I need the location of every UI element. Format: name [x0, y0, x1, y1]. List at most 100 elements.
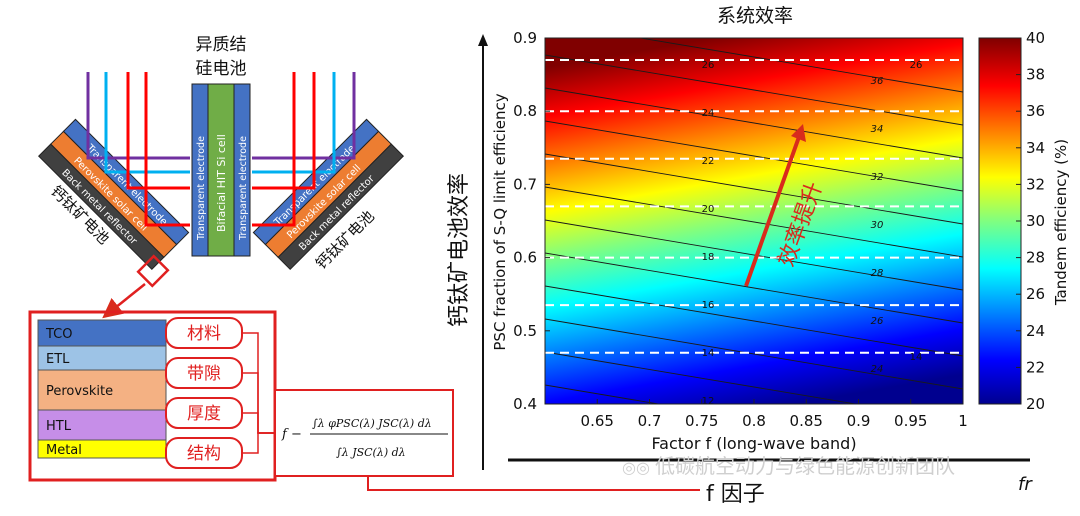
- contour-label: 32: [871, 172, 884, 183]
- contour-label: 16: [702, 300, 715, 311]
- contour-label: 26: [871, 316, 884, 327]
- contour-label: 12: [702, 396, 715, 407]
- x-tick-label: 1: [958, 412, 968, 430]
- y-tick-label: 0.8: [513, 102, 537, 120]
- contour-line: [545, 120, 963, 192]
- ray-red-left-b: [144, 72, 190, 227]
- layer-label: ETL: [46, 352, 70, 367]
- tag-label: 结构: [187, 444, 221, 464]
- contour-label: 18: [702, 252, 715, 263]
- x-tick-label: 0.65: [581, 412, 614, 430]
- center-si-cell: [207, 83, 235, 257]
- watermark-icon: ◎◎: [622, 458, 655, 477]
- tag-label: 厚度: [187, 404, 221, 424]
- colorbar-tick-label: 28: [1026, 249, 1045, 267]
- efficiency-arrowhead: [791, 124, 806, 142]
- tag-connector: [242, 412, 275, 434]
- colorbar-tick-label: 24: [1026, 322, 1045, 340]
- contour-label: 26: [910, 60, 923, 71]
- contour-lines: [545, 38, 963, 404]
- y-axis-label: PSC fraction of S-Q limit efficiency: [491, 93, 509, 350]
- contour-line: [545, 54, 963, 126]
- layer-label: HTL: [46, 419, 72, 434]
- colorbar-label: Tandem efficiency (%): [1052, 139, 1070, 306]
- contour-label: 28: [871, 268, 884, 279]
- layer-etl: [37, 345, 167, 371]
- y-tick-label: 0.6: [513, 249, 537, 267]
- y-axis-label-zh: 钙钛矿电池效率: [447, 173, 472, 327]
- ray-red-left-a: [126, 72, 190, 190]
- colorbar-tick-label: 40: [1026, 29, 1045, 47]
- contour-line: [545, 351, 859, 404]
- ray-purple-right: [252, 72, 356, 160]
- formula-to-f-connector: [367, 476, 700, 491]
- formula-box: [274, 389, 454, 477]
- contour-line: [545, 87, 963, 159]
- contour-label: 14: [910, 352, 923, 363]
- colorbar-tick-label: 38: [1026, 66, 1045, 84]
- contour-line: [545, 153, 963, 225]
- contour-line: [545, 186, 963, 258]
- chart-title: 系统效率: [717, 5, 793, 27]
- contour-label: 20: [702, 204, 715, 215]
- x-tick-label: 0.75: [685, 412, 718, 430]
- tag-connector: [242, 432, 275, 454]
- center-title-line2: 硅电池: [196, 59, 247, 79]
- zoom-highlight-box: [136, 254, 170, 288]
- contour-label: 34: [871, 124, 884, 135]
- y-tick-label: 0.7: [513, 175, 537, 193]
- colorbar-tick-label: 20: [1026, 395, 1045, 413]
- colorbar-ticks: 20 22 24 26 28 30 32 34 36 38 40: [1016, 29, 1045, 413]
- center-electrode-right: [233, 83, 251, 257]
- watermark-text: 低碳航空动力与绿色能源创新团队: [655, 454, 955, 478]
- right-back-metal: [277, 143, 405, 271]
- formula-numerator: ∫λ φPSC(λ) JSC(λ) dλ: [312, 417, 432, 430]
- dashed-reference-lines: [545, 58, 963, 354]
- x-tick-label: 0.85: [790, 412, 823, 430]
- contour-label: 14: [702, 348, 715, 359]
- contour-labels: 26 24 22 20 18 16 14 12 36 34 32 30 28 26 24 26 14: [702, 60, 923, 407]
- x-axis-label: Factor f (long-wave band): [651, 434, 856, 453]
- efficiency-heatmap: 系统效率 2624222018161412363432302826242614 …: [447, 5, 1070, 470]
- x-tick-label: 0.7: [638, 412, 662, 430]
- contour-line: [545, 219, 963, 291]
- y-tick-label: 0.5: [513, 322, 537, 340]
- x-tick-label: 0.9: [847, 412, 871, 430]
- ray-blue-right: [252, 72, 336, 174]
- tag-label: 带隙: [187, 364, 221, 384]
- x-tick-label: 0.8: [742, 412, 766, 430]
- colorbar-tick-label: 30: [1026, 212, 1045, 230]
- heatmap-field: [545, 38, 963, 404]
- efficiency-arrow: [744, 133, 802, 287]
- light-rays: [86, 72, 356, 227]
- layer-perovskite: [37, 369, 167, 411]
- y-axis-ticks: 0.4 0.5 0.6 0.7 0.8 0.9: [513, 29, 550, 413]
- center-layer-2: Bifacial HIT Si cell: [215, 134, 228, 232]
- layer-tco: [37, 319, 167, 347]
- x-tick-label: 0.95: [894, 412, 927, 430]
- colorbar-tick-label: 26: [1026, 285, 1045, 303]
- center-layer-3: Transparent electrode: [238, 136, 249, 241]
- watermark: ◎◎ 低碳航空动力与绿色能源创新团队: [622, 454, 955, 478]
- colorbar: [978, 37, 1022, 405]
- contour-line: [545, 384, 662, 404]
- zoom-connector: [102, 283, 146, 319]
- ray-purple-left: [86, 72, 190, 160]
- colorbar-tick-label: 32: [1026, 175, 1045, 193]
- contour-label: 24: [871, 364, 884, 375]
- center-title-line1: 异质结: [196, 35, 247, 55]
- layer-label: TCO: [45, 327, 73, 342]
- ray-red-right-a: [252, 72, 316, 190]
- contour-line: [545, 252, 963, 324]
- colorbar-tick-label: 36: [1026, 102, 1045, 120]
- layer-htl: [37, 409, 167, 441]
- colorbar-tick-label: 34: [1026, 139, 1045, 157]
- contour-label: 24: [702, 108, 715, 119]
- f-factor-label: f 因子: [706, 482, 765, 507]
- ray-blue-left: [104, 72, 190, 174]
- contour-label: 26: [702, 60, 715, 71]
- left-back-metal: [37, 143, 165, 271]
- tandem-device-schematic: 异质结 硅电池 Transparent electrode Bifacial H…: [37, 35, 405, 319]
- tag-label: 材料: [187, 324, 221, 344]
